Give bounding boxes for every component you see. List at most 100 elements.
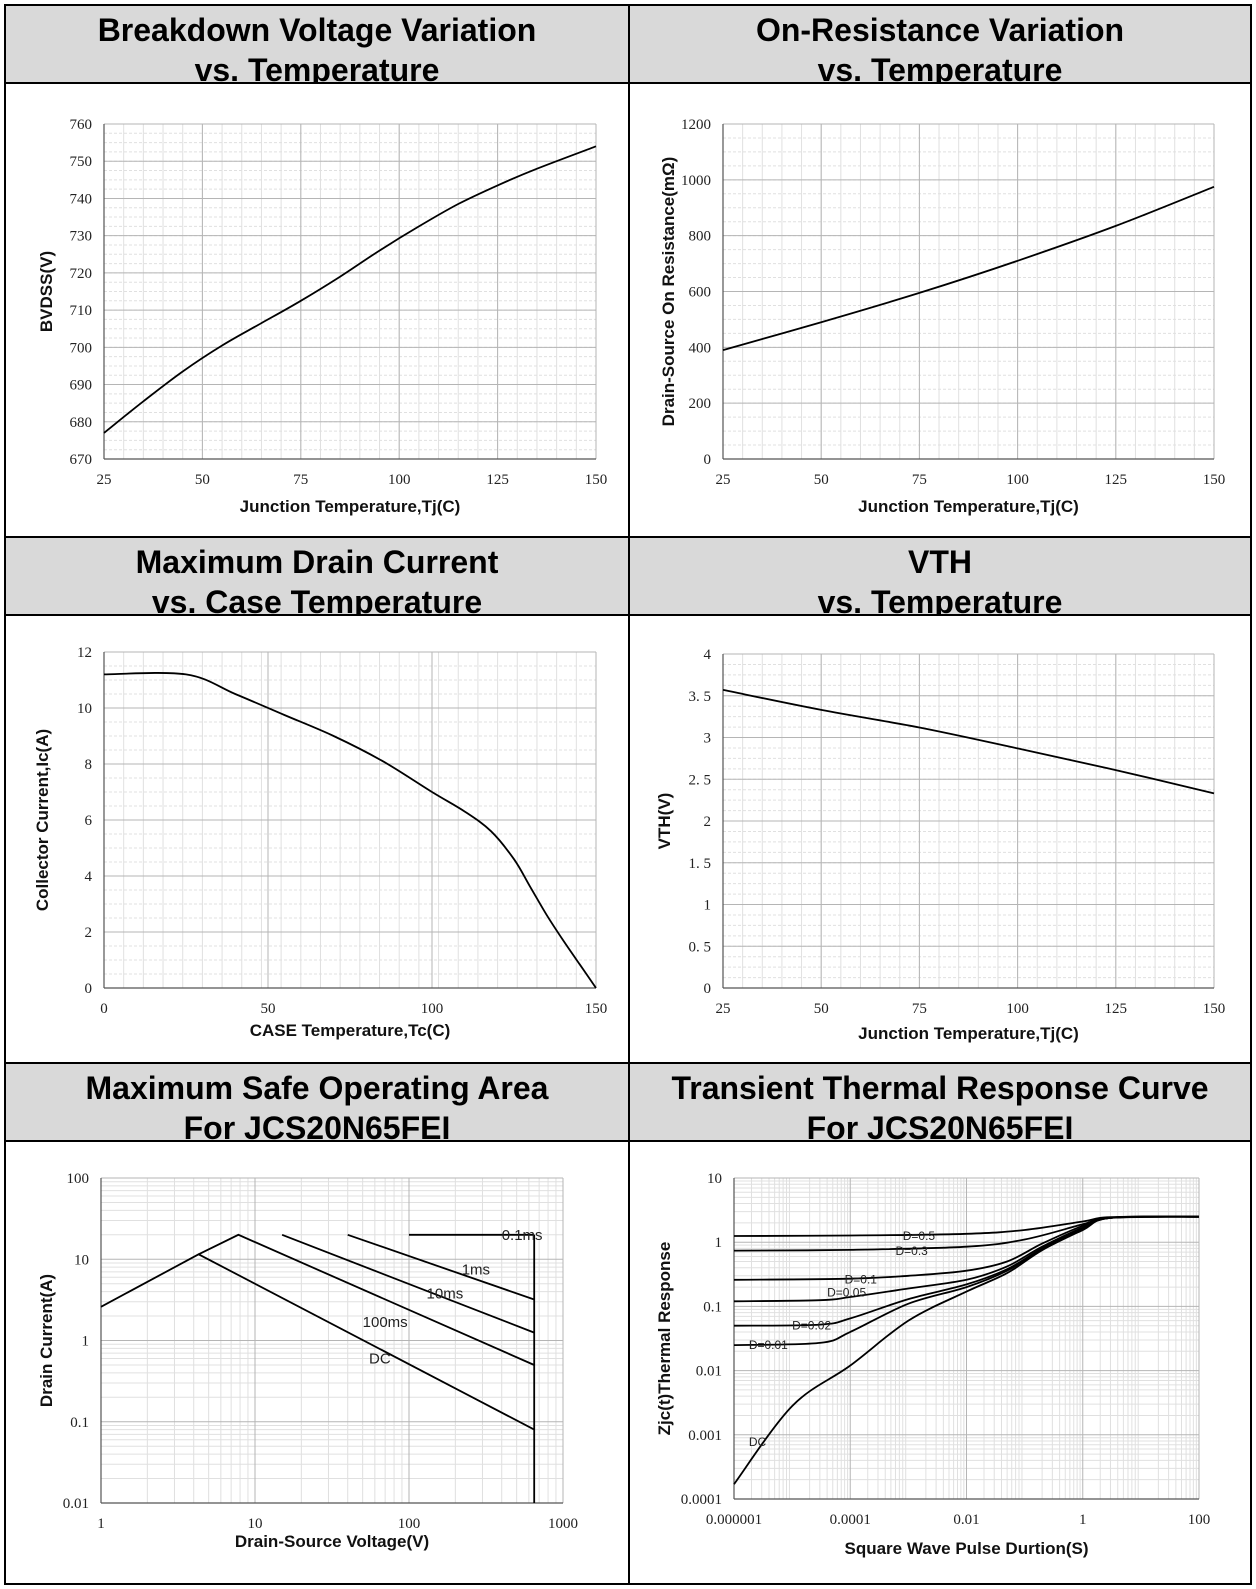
x-tick-label: 25 [716, 1001, 731, 1017]
x-tick-label: 125 [1105, 472, 1128, 488]
curve-label: D=0.5 [903, 1229, 936, 1243]
y-tick-label: 10 [707, 1171, 722, 1187]
chart-panel-5: Maximum Safe Operating Area For JCS20N65… [6, 1062, 630, 1583]
y-tick-label: 6 [85, 813, 93, 829]
x-tick-label: 100 [1188, 1512, 1211, 1528]
y-tick-label: 8 [85, 757, 93, 773]
panel-title-line-1: VTH [908, 544, 972, 580]
x-tick-label: 50 [195, 472, 210, 488]
curve-label: 10ms [427, 1285, 464, 1302]
panel-header: Maximum Drain Current vs. Case Temperatu… [6, 538, 628, 616]
panel-title-line-2: vs. Temperature [817, 52, 1063, 84]
curve-label: D=0.1 [845, 1273, 878, 1287]
curve-label: DC [749, 1435, 767, 1449]
y-tick-label: 600 [689, 285, 712, 301]
x-tick-label: 75 [293, 472, 308, 488]
y-tick-label: 740 [70, 191, 93, 207]
series-line [103, 145, 597, 434]
curve-label: 0.1ms [502, 1227, 543, 1244]
x-axis-title: Junction Temperature,Tj(C) [240, 497, 461, 516]
x-axis-title: Junction Temperature,Tj(C) [858, 497, 1079, 516]
series-line [722, 689, 1215, 795]
x-tick-label: 50 [261, 1001, 276, 1017]
x-tick-label: 125 [1105, 1001, 1128, 1017]
thermal-response-chart: 0.000001 0.0001 0.01 1 100 0.0001 0.001 0.01 0.1… [655, 1171, 1211, 1558]
y-tick-label: 3. 5 [689, 689, 712, 705]
y-axis-title: Collector Current,Ic(A) [33, 729, 52, 911]
y-tick-label: 2 [704, 814, 712, 830]
y-tick-label: 720 [70, 266, 93, 282]
curve-label: DC [369, 1351, 391, 1368]
y-tick-label: 0.0001 [681, 1492, 722, 1508]
panel-title-line-1: Maximum Safe Operating Area [85, 1070, 549, 1106]
vth-chart: 25 50 75 100 125 150 0 0. 5 1 1. 5 2 2. 5 3 3. 5 4 Junc… [655, 647, 1226, 1043]
x-tick-label: 100 [398, 1516, 421, 1532]
chart-panel-2: On-Resistance Variation vs. Temperature … [630, 6, 1250, 536]
x-tick-label: 0.000001 [706, 1512, 762, 1528]
x-tick-label: 50 [814, 472, 829, 488]
y-tick-label: 0.01 [696, 1364, 722, 1380]
x-tick-label: 75 [912, 472, 927, 488]
x-tick-label: 1 [97, 1516, 105, 1532]
y-tick-label: 0.001 [688, 1428, 722, 1444]
y-axis-title: BVDSS(V) [37, 251, 56, 332]
y-tick-label: 700 [70, 340, 93, 356]
y-tick-label: 400 [689, 340, 712, 356]
x-tick-label: 150 [585, 472, 608, 488]
y-tick-label: 0 [85, 981, 93, 997]
panel-header: On-Resistance Variation vs. Temperature [630, 6, 1250, 84]
x-tick-label: 75 [912, 1001, 927, 1017]
curve-label: 100ms [363, 1314, 408, 1331]
panel-title-line-2: vs. Temperature [817, 584, 1063, 616]
x-tick-label: 25 [716, 472, 731, 488]
y-tick-label: 690 [70, 378, 93, 394]
y-tick-label: 3 [704, 731, 712, 747]
y-tick-label: 0. 5 [689, 939, 712, 955]
panel-title-line-2: For JCS20N65FEI [183, 1110, 451, 1142]
x-tick-label: 100 [388, 472, 411, 488]
x-tick-label: 100 [421, 1001, 444, 1017]
panel-title-line-1: On-Resistance Variation [755, 12, 1125, 48]
breakdown-voltage-chart: 25 50 75 100 125 150 670 680 690 700 710 720 730 740 7… [37, 117, 608, 516]
series-line [103, 672, 597, 989]
y-axis-title: Drain-Source On Resistance(mΩ) [659, 157, 678, 427]
y-axis-title: Drain Current(A) [37, 1274, 56, 1407]
y-tick-label: 680 [70, 415, 93, 431]
on-resistance-chart: 25 50 75 100 125 150 0 200 400 600 800 1000 1200 Junc… [659, 117, 1226, 516]
series-line [722, 185, 1215, 351]
y-tick-label: 1200 [681, 117, 711, 133]
series-line-dc [100, 1253, 535, 1431]
x-axis-title: Junction Temperature,Tj(C) [858, 1024, 1079, 1043]
chart-panel-6: Transient Thermal Response Curve For JCS… [630, 1062, 1250, 1583]
x-axis-title: Square Wave Pulse Durtion(S) [844, 1539, 1088, 1558]
x-tick-label: 1000 [548, 1516, 578, 1532]
series-line-10ms [281, 1233, 535, 1334]
series-line-1ms [347, 1233, 535, 1301]
x-tick-label: 125 [486, 472, 509, 488]
x-tick-label: 50 [814, 1001, 829, 1017]
curve-label: D=0.02 [792, 1319, 831, 1333]
x-tick-label: 0.0001 [830, 1512, 871, 1528]
y-tick-label: 2. 5 [689, 772, 712, 788]
y-tick-label: 670 [70, 452, 93, 468]
x-tick-label: 1 [1079, 1512, 1087, 1528]
panel-header: VTH vs. Temperature [630, 538, 1250, 616]
y-axis-title: Zjc(t)Thermal Response [655, 1242, 674, 1436]
x-tick-label: 100 [1006, 1001, 1029, 1017]
panel-title-line-1: Breakdown Voltage Variation [97, 12, 537, 48]
curve-label: D=0.3 [895, 1244, 928, 1258]
x-tick-label: 0.01 [953, 1512, 979, 1528]
y-tick-label: 200 [689, 396, 712, 412]
x-tick-label: 150 [1203, 1001, 1226, 1017]
max-drain-current-chart: 0 50 100 150 0 2 4 6 8 10 12 CASE Temperature,Tc(C)… [33, 645, 607, 1040]
panel-header: Transient Thermal Response Curve For JCS… [630, 1064, 1250, 1142]
y-tick-label: 0.01 [63, 1496, 89, 1512]
y-tick-label: 2 [85, 925, 93, 941]
x-tick-label: 150 [1203, 472, 1226, 488]
y-tick-label: 10 [74, 1252, 89, 1268]
y-axis-title: VTH(V) [655, 793, 674, 850]
y-tick-label: 1000 [681, 173, 711, 189]
panel-header: Maximum Safe Operating Area For JCS20N65… [6, 1064, 628, 1142]
x-tick-label: 25 [97, 472, 112, 488]
